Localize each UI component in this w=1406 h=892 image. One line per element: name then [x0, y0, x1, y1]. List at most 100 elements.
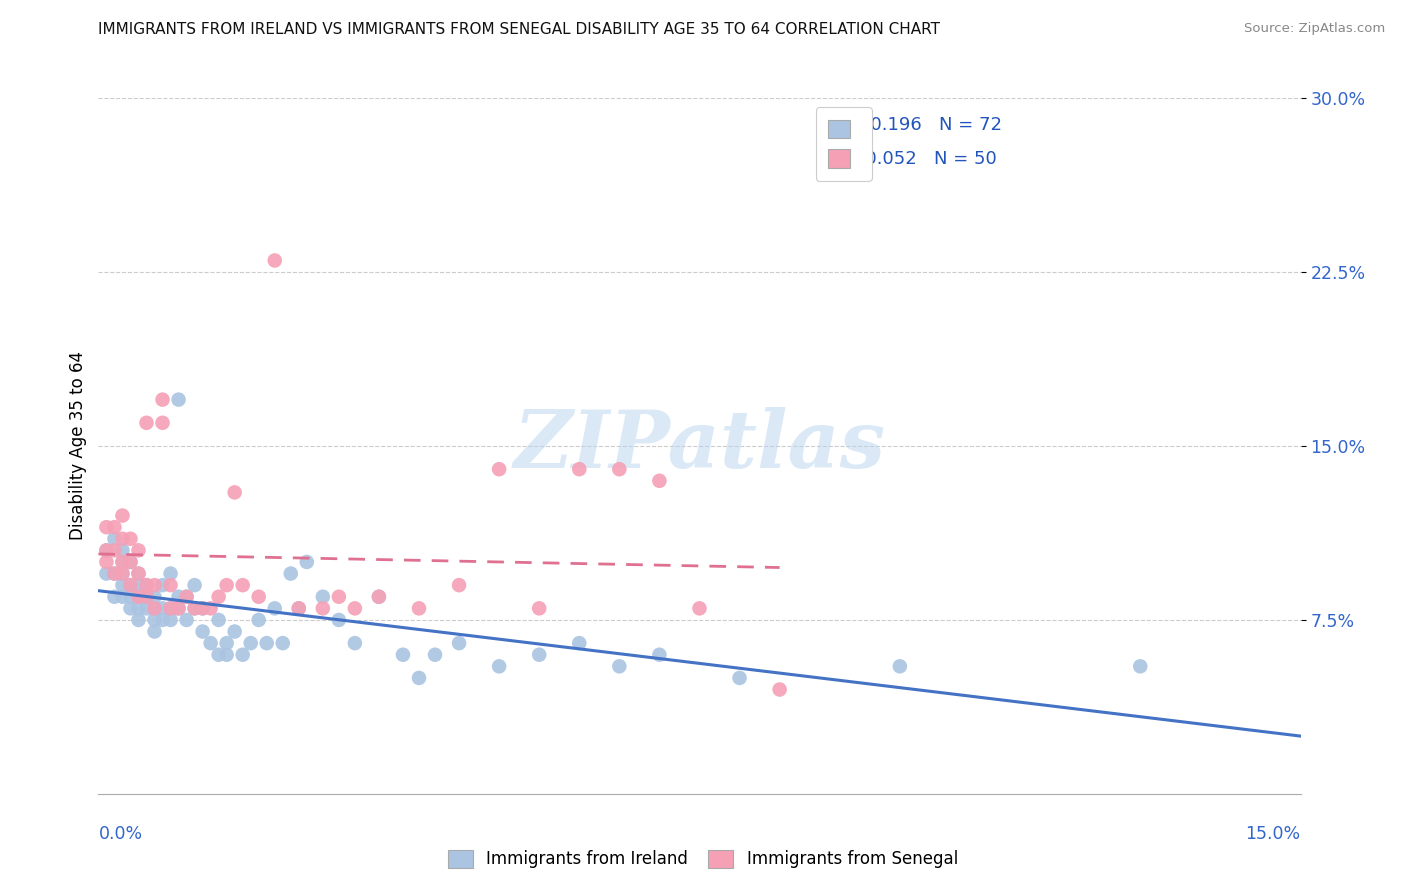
Text: R = -0.052   N = 50: R = -0.052 N = 50	[820, 151, 997, 169]
Point	[103, 520, 125, 534]
Point	[368, 590, 391, 604]
Point	[328, 590, 350, 604]
Point	[128, 578, 150, 592]
Point	[392, 648, 415, 662]
Point	[176, 590, 198, 604]
Point	[135, 578, 157, 592]
Point	[128, 601, 150, 615]
Point	[159, 601, 181, 615]
Point	[152, 392, 174, 407]
Point	[200, 636, 222, 650]
Point	[191, 601, 214, 615]
Point	[96, 566, 118, 581]
Point	[295, 555, 318, 569]
Point	[120, 590, 142, 604]
Point	[263, 601, 285, 615]
Point	[120, 601, 142, 615]
Point	[103, 566, 125, 581]
Point	[447, 636, 470, 650]
Point	[208, 590, 231, 604]
Point	[96, 555, 118, 569]
Point	[111, 555, 134, 569]
Point	[288, 601, 311, 615]
Point	[120, 532, 142, 546]
Point	[159, 613, 181, 627]
Point	[128, 566, 150, 581]
Point	[103, 532, 125, 546]
Point	[143, 590, 166, 604]
Point	[152, 601, 174, 615]
Point	[143, 601, 166, 615]
Point	[96, 543, 118, 558]
Point	[128, 590, 150, 604]
Point	[111, 566, 134, 581]
Point	[183, 601, 205, 615]
Point	[280, 566, 302, 581]
Point	[247, 613, 270, 627]
Point	[328, 613, 350, 627]
Point	[215, 648, 238, 662]
Point	[191, 624, 214, 639]
Point	[239, 636, 262, 650]
Point	[152, 416, 174, 430]
Point	[312, 601, 335, 615]
Text: R =   0.196   N = 72: R = 0.196 N = 72	[820, 116, 1001, 134]
Point	[568, 462, 591, 476]
Point	[688, 601, 710, 615]
Point	[143, 601, 166, 615]
Point	[488, 659, 510, 673]
Point	[167, 590, 190, 604]
Point	[143, 578, 166, 592]
Point	[111, 508, 134, 523]
Point	[768, 682, 790, 697]
Point	[488, 462, 510, 476]
Point	[111, 532, 134, 546]
Point	[96, 520, 118, 534]
Point	[312, 590, 335, 604]
Point	[167, 601, 190, 615]
Point	[111, 543, 134, 558]
Point	[167, 392, 190, 407]
Point	[200, 601, 222, 615]
Point	[232, 578, 254, 592]
Text: IMMIGRANTS FROM IRELAND VS IMMIGRANTS FROM SENEGAL DISABILITY AGE 35 TO 64 CORRE: IMMIGRANTS FROM IRELAND VS IMMIGRANTS FR…	[98, 22, 941, 37]
Point	[263, 253, 285, 268]
Point	[120, 578, 142, 592]
Point	[728, 671, 751, 685]
Point	[135, 590, 157, 604]
Point	[103, 566, 125, 581]
Point	[447, 578, 470, 592]
Point	[111, 566, 134, 581]
Point	[215, 636, 238, 650]
Point	[167, 601, 190, 615]
Point	[152, 613, 174, 627]
Point	[343, 636, 366, 650]
Point	[143, 624, 166, 639]
Legend: , : ,	[815, 107, 872, 181]
Point	[176, 590, 198, 604]
Legend: Immigrants from Ireland, Immigrants from Senegal: Immigrants from Ireland, Immigrants from…	[440, 841, 966, 877]
Point	[648, 648, 671, 662]
Point	[224, 485, 246, 500]
Text: ZIPatlas: ZIPatlas	[513, 408, 886, 484]
Point	[183, 578, 205, 592]
Point	[423, 648, 446, 662]
Point	[568, 636, 591, 650]
Point	[343, 601, 366, 615]
Point	[224, 624, 246, 639]
Point	[135, 416, 157, 430]
Point	[103, 543, 125, 558]
Point	[103, 590, 125, 604]
Point	[247, 590, 270, 604]
Point	[232, 648, 254, 662]
Point	[609, 462, 631, 476]
Y-axis label: Disability Age 35 to 64: Disability Age 35 to 64	[69, 351, 87, 541]
Point	[408, 671, 430, 685]
Text: 0.0%: 0.0%	[98, 825, 142, 843]
Point	[159, 566, 181, 581]
Point	[128, 543, 150, 558]
Point	[176, 613, 198, 627]
Point	[208, 648, 231, 662]
Point	[111, 590, 134, 604]
Text: Source: ZipAtlas.com: Source: ZipAtlas.com	[1244, 22, 1385, 36]
